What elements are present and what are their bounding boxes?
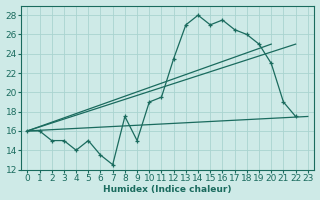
- X-axis label: Humidex (Indice chaleur): Humidex (Indice chaleur): [103, 185, 232, 194]
